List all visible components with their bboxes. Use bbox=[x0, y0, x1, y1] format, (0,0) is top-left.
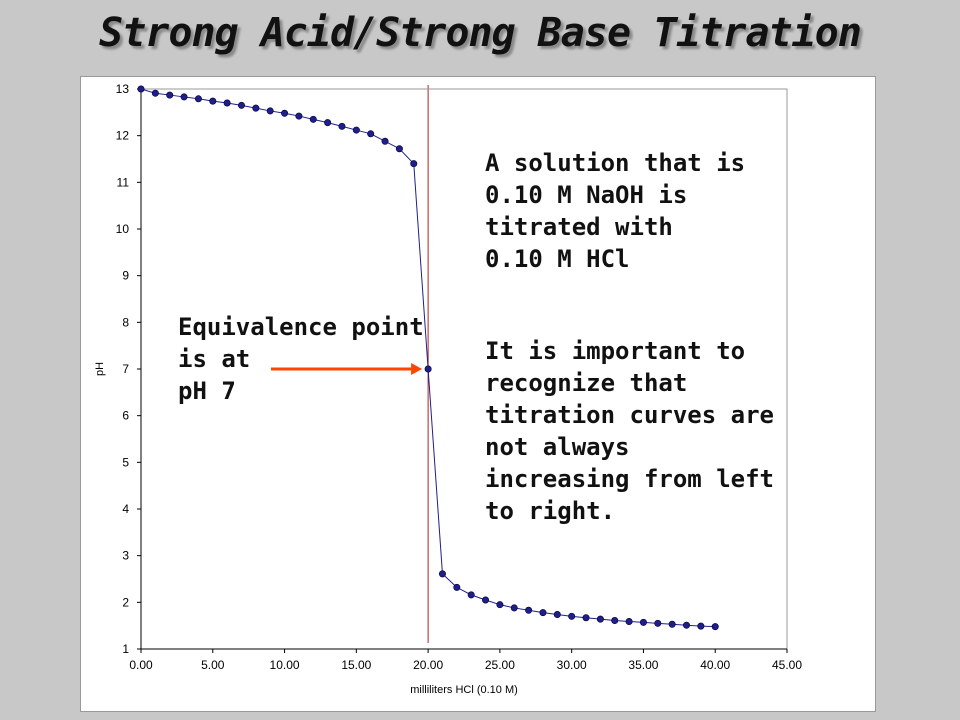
data-point bbox=[496, 601, 504, 609]
data-point bbox=[237, 101, 245, 109]
important-annotation: It is important to recognize that titrat… bbox=[485, 337, 774, 525]
data-point bbox=[654, 619, 662, 627]
data-point bbox=[194, 95, 202, 103]
data-point bbox=[338, 122, 346, 130]
data-point bbox=[453, 583, 461, 591]
chart-panel: 1 2 3 4 5 6 7 8 9 10 11 12 13 0.00 5.00 10.00 15.00 20.00… bbox=[80, 76, 876, 712]
y-tick-label: 13 bbox=[116, 82, 130, 96]
data-point bbox=[539, 609, 547, 617]
y-tick-label: 11 bbox=[117, 175, 130, 189]
y-tick-label: 1 bbox=[122, 642, 129, 656]
x-tick-label: 25.00 bbox=[485, 658, 515, 672]
data-point bbox=[668, 620, 676, 628]
data-point bbox=[309, 115, 317, 123]
data-point bbox=[266, 107, 274, 115]
y-tick-label: 2 bbox=[122, 595, 129, 609]
arrow-head-icon bbox=[411, 363, 423, 375]
data-point bbox=[596, 615, 604, 623]
data-point bbox=[697, 622, 705, 630]
y-tick-label: 10 bbox=[116, 222, 130, 236]
data-point bbox=[639, 618, 647, 626]
data-point bbox=[166, 91, 174, 99]
data-point bbox=[424, 365, 432, 373]
data-point bbox=[324, 119, 332, 127]
y-tick-label: 3 bbox=[122, 549, 129, 563]
x-tick-label: 15.00 bbox=[341, 658, 371, 672]
y-tick-label: 7 bbox=[122, 362, 129, 376]
data-point bbox=[151, 89, 159, 97]
data-point bbox=[510, 604, 518, 612]
x-tick-label: 35.00 bbox=[628, 658, 658, 672]
data-point bbox=[252, 104, 260, 112]
solution-annotation: A solution that is 0.10 M NaOH is titrat… bbox=[485, 149, 746, 273]
x-tick-label: 20.00 bbox=[413, 658, 443, 672]
y-axis-label: pH bbox=[94, 362, 106, 376]
data-point bbox=[209, 97, 217, 105]
x-tick-label: 40.00 bbox=[700, 658, 730, 672]
data-point bbox=[611, 617, 619, 625]
data-point bbox=[367, 130, 375, 138]
x-axis-label: milliliters HCl (0.10 M) bbox=[410, 684, 518, 696]
equivalence-annotation: Equivalence point is at pH 7 bbox=[178, 313, 424, 405]
data-point bbox=[381, 137, 389, 145]
data-point bbox=[281, 109, 289, 117]
y-tick-label: 6 bbox=[122, 409, 129, 423]
data-point bbox=[352, 126, 360, 134]
data-point bbox=[711, 623, 719, 631]
data-point bbox=[438, 570, 446, 578]
data-point bbox=[525, 606, 533, 614]
data-point bbox=[467, 591, 475, 599]
y-tick-label: 4 bbox=[122, 502, 129, 516]
x-tick-label: 45.00 bbox=[772, 658, 802, 672]
y-tick-label: 12 bbox=[116, 129, 130, 143]
data-point bbox=[395, 145, 403, 153]
y-tick-label: 8 bbox=[122, 315, 129, 329]
y-tick-label: 9 bbox=[122, 269, 129, 283]
y-tick-label: 5 bbox=[122, 455, 129, 469]
x-tick-label: 10.00 bbox=[270, 658, 300, 672]
data-point bbox=[223, 99, 231, 107]
data-point bbox=[482, 596, 490, 604]
data-point bbox=[553, 610, 561, 618]
data-point bbox=[568, 612, 576, 620]
data-point bbox=[295, 112, 303, 120]
x-tick-label: 0.00 bbox=[129, 658, 153, 672]
page-title: Strong Acid/Strong Base Titration bbox=[99, 10, 862, 56]
data-point bbox=[625, 617, 633, 625]
data-point bbox=[180, 93, 188, 101]
data-point bbox=[137, 85, 145, 93]
data-point bbox=[582, 614, 590, 622]
data-point bbox=[410, 160, 418, 168]
data-point bbox=[683, 621, 691, 629]
x-tick-label: 5.00 bbox=[201, 658, 225, 672]
x-tick-label: 30.00 bbox=[557, 658, 587, 672]
